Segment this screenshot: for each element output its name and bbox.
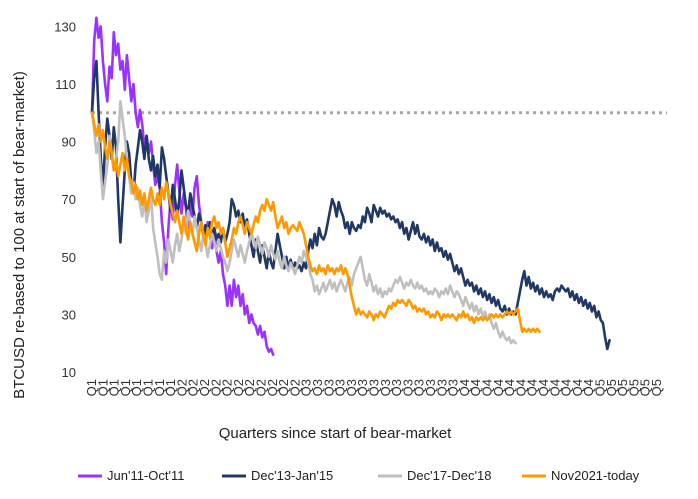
legend-label-3: Nov2021-today (551, 468, 640, 483)
x-tick-label: Q3 (367, 379, 382, 396)
x-tick-label: Q1 (141, 379, 156, 396)
x-axis-title: Quarters since start of bear-market (219, 425, 452, 442)
y-tick-label: 10 (62, 365, 76, 380)
x-axis: Q1Q1Q1Q1Q1Q1Q1Q1Q2Q2Q2Q2Q2Q2Q2Q2Q2Q2Q2Q3… (84, 379, 664, 396)
x-tick-label: Q2 (197, 379, 212, 396)
x-tick-label: Q1 (107, 379, 122, 396)
x-tick-label: Q1 (84, 379, 99, 396)
x-tick-label: Q4 (513, 379, 528, 396)
x-tick-label: Q4 (491, 379, 506, 396)
x-tick-label: Q3 (423, 379, 438, 396)
x-tick-label: Q4 (468, 379, 483, 396)
x-tick-label: Q4 (581, 379, 596, 396)
x-tick-label: Q3 (446, 379, 461, 396)
x-tick-label: Q3 (389, 379, 404, 396)
series-line-3 (90, 111, 541, 333)
x-tick-label: Q4 (480, 379, 495, 396)
x-tick-label: Q5 (626, 379, 641, 396)
x-tick-label: Q2 (276, 379, 291, 396)
x-tick-label: Q4 (570, 379, 585, 396)
x-tick-label: Q5 (593, 379, 608, 396)
y-tick-label: 110 (55, 77, 76, 92)
x-tick-label: Q1 (95, 379, 110, 396)
x-tick-label: Q4 (559, 379, 574, 396)
x-tick-label: Q3 (333, 379, 348, 396)
x-tick-label: Q5 (649, 379, 664, 396)
x-tick-label: Q2 (254, 379, 269, 396)
x-tick-label: Q3 (434, 379, 449, 396)
x-tick-label: Q1 (129, 379, 144, 396)
x-tick-label: Q2 (174, 379, 189, 396)
x-tick-label: Q3 (400, 379, 415, 396)
x-tick-label: Q4 (502, 379, 517, 396)
x-tick-label: Q2 (208, 379, 223, 396)
x-tick-label: Q3 (299, 379, 314, 396)
x-tick-label: Q3 (321, 379, 336, 396)
legend: Jun'11-Oct'11 Dec'13-Jan'15 Dec'17-Dec'18 N… (78, 468, 640, 483)
x-tick-label: Q3 (344, 379, 359, 396)
x-tick-label: Q1 (163, 379, 178, 396)
series-line-1 (90, 59, 611, 351)
y-tick-label: 90 (62, 135, 76, 150)
x-tick-label: Q3 (378, 379, 393, 396)
x-tick-label: Q2 (231, 379, 246, 396)
y-axis: 10 30 50 70 90 110 130 (54, 19, 76, 380)
x-tick-label: Q4 (547, 379, 562, 396)
series-line-0 (90, 16, 275, 356)
x-tick-label: Q5 (615, 379, 630, 396)
legend-label-1: Dec'13-Jan'15 (251, 468, 333, 483)
series-line-2 (90, 100, 517, 345)
legend-label-2: Dec'17-Dec'18 (407, 468, 491, 483)
y-tick-label: 70 (62, 192, 76, 207)
y-tick-label: 50 (62, 250, 76, 265)
y-tick-label: 30 (62, 307, 76, 322)
x-tick-label: Q1 (152, 379, 167, 396)
x-tick-label: Q4 (536, 379, 551, 396)
x-tick-label: Q3 (355, 379, 370, 396)
x-tick-label: Q4 (457, 379, 472, 396)
x-tick-label: Q2 (265, 379, 280, 396)
x-tick-label: Q2 (287, 379, 302, 396)
x-tick-label: Q4 (525, 379, 540, 396)
y-axis-title: BTCUSD re-based to 100 at start of bear-… (11, 71, 28, 399)
x-tick-label: Q2 (220, 379, 235, 396)
x-tick-label: Q3 (412, 379, 427, 396)
series-lines (90, 16, 611, 356)
x-tick-label: Q1 (118, 379, 133, 396)
x-tick-label: Q2 (242, 379, 257, 396)
x-tick-label: Q5 (638, 379, 653, 396)
x-tick-label: Q2 (186, 379, 201, 396)
x-tick-label: Q3 (310, 379, 325, 396)
y-tick-label: 130 (54, 19, 76, 34)
legend-label-0: Jun'11-Oct'11 (107, 468, 184, 483)
x-tick-label: Q5 (604, 379, 619, 396)
